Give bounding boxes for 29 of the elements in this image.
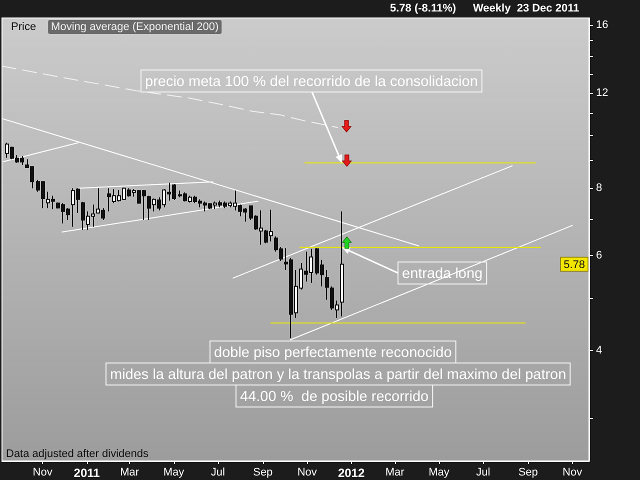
text: Price	[11, 21, 36, 33]
x-tick-label: May	[163, 466, 185, 478]
annotation: entrada long	[402, 266, 483, 282]
x-tick-label: Mar	[385, 466, 405, 478]
x-tick-label: 2011	[74, 466, 100, 480]
x-tick-label: 2012	[338, 466, 365, 480]
chart-subtitle: Weekly 23 Dec 2011	[473, 2, 580, 14]
chart-title: 5.78 (-8.11%)	[390, 2, 456, 14]
x-tick-label: Mar	[120, 466, 140, 478]
x-tick-label: Jul	[210, 466, 225, 478]
annotation: precio meta 100 % del recorrido de la consolidacion	[145, 74, 478, 90]
annotation: Data adjusted after dividends	[6, 448, 149, 460]
y-tick-label: 4	[596, 344, 602, 357]
y-tick-label: 8	[596, 182, 602, 194]
y-tick-label: 16	[596, 19, 608, 32]
annotation: mides la altura del patron y la transpolas a partir del maximo del patron	[110, 367, 566, 383]
annotation: 44.00 % de posible recorrido	[240, 389, 429, 405]
annotation: 5.78	[564, 259, 586, 272]
annotation: doble piso perfectamente reconocido	[214, 345, 452, 361]
y-tick-label: 12	[596, 86, 608, 99]
x-tick-label: Sep	[253, 466, 273, 478]
text: Moving average (Exponential 200)	[51, 21, 219, 33]
x-tick-label: May	[428, 466, 450, 478]
y-tick-label: 6	[596, 249, 602, 262]
x-tick-label: Nov	[562, 466, 583, 478]
x-tick-label: Nov	[297, 466, 318, 478]
x-tick-label: Jul	[476, 466, 490, 478]
x-tick-label: Nov	[32, 466, 53, 478]
x-tick-label: Sep	[518, 466, 538, 478]
